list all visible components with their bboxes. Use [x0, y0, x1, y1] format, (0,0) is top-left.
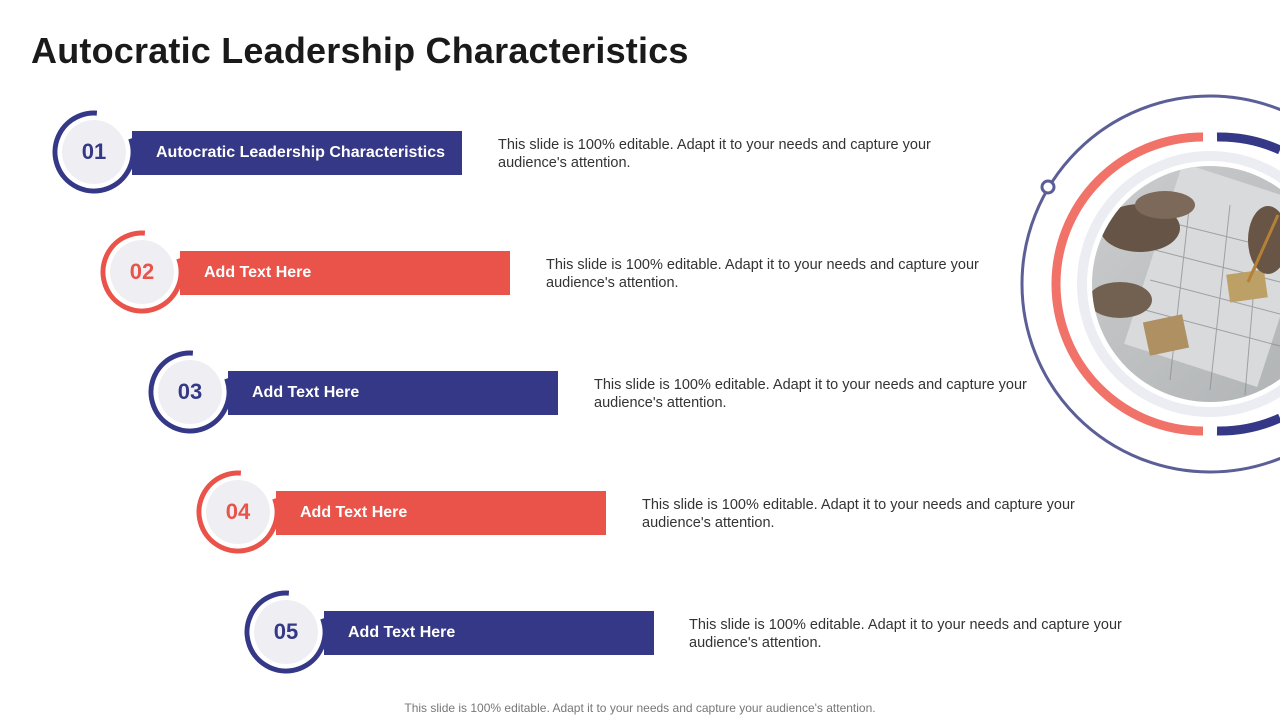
footer-note: This slide is 100% editable. Adapt it to…: [404, 701, 876, 715]
step-number: 03: [158, 360, 222, 424]
step-bar: Autocratic Leadership Characteristics: [132, 131, 462, 175]
step-label: Add Text Here: [252, 384, 360, 401]
step-ring: 02: [100, 230, 184, 314]
step-description: This slide is 100% editable. Adapt it to…: [689, 617, 1122, 651]
step-ring: 04: [196, 470, 280, 554]
step-number: 04: [206, 480, 270, 544]
step-description: This slide is 100% editable. Adapt it to…: [546, 257, 979, 291]
photo-illustration: [1020, 94, 1280, 474]
step-label: Add Text Here: [348, 624, 456, 641]
step-description: This slide is 100% editable. Adapt it to…: [642, 497, 1075, 531]
step-label: Autocratic Leadership Characteristics: [156, 144, 445, 161]
step-number: 01: [62, 120, 126, 184]
step-ring: 01: [52, 110, 136, 194]
step-bar: Add Text Here: [276, 491, 606, 535]
step-bar: Add Text Here: [180, 251, 510, 295]
photo-graphic: [1010, 90, 1280, 490]
step-number: 05: [254, 600, 318, 664]
step-bar: Add Text Here: [228, 371, 558, 415]
step-label: Add Text Here: [300, 504, 408, 521]
step-description: This slide is 100% editable. Adapt it to…: [498, 137, 931, 171]
step-bar: Add Text Here: [324, 611, 654, 655]
step-ring: 05: [244, 590, 328, 674]
page-title: Autocratic Leadership Characteristics: [31, 30, 689, 71]
step-description: This slide is 100% editable. Adapt it to…: [594, 377, 1027, 411]
step-ring: 03: [148, 350, 232, 434]
step-label: Add Text Here: [204, 264, 312, 281]
step-number: 02: [110, 240, 174, 304]
